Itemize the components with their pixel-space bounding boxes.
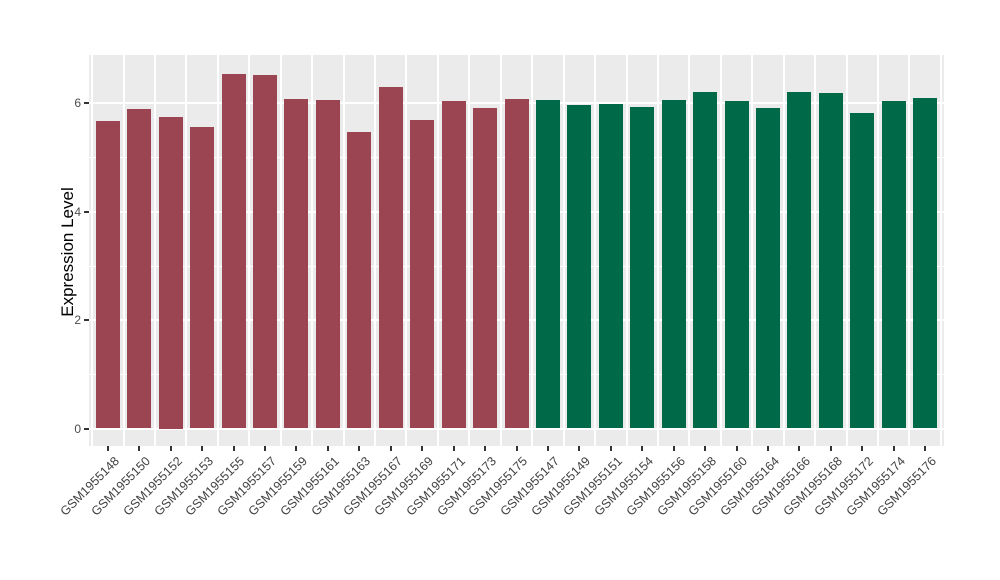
bar-GSM1955176 <box>913 98 938 429</box>
bar-GSM1955151 <box>598 103 623 429</box>
gridline-vertical <box>154 55 156 446</box>
gridline-major <box>89 427 944 430</box>
x-tick-mark <box>924 446 927 451</box>
y-tick-label: 6 <box>74 96 81 110</box>
bar-GSM1955175 <box>504 99 529 429</box>
bar-GSM1955149 <box>567 104 592 429</box>
y-tick-mark <box>84 102 89 104</box>
bar-GSM1955171 <box>441 101 466 429</box>
bar-GSM1955155 <box>221 74 246 429</box>
bar-GSM1955167 <box>378 86 403 429</box>
bar-GSM1955153 <box>190 127 215 429</box>
gridline-vertical <box>342 55 345 446</box>
gridline-vertical <box>248 55 251 446</box>
x-tick-mark <box>515 446 518 451</box>
bar-GSM1955148 <box>95 121 120 429</box>
gridline-vertical <box>845 55 848 446</box>
x-tick-mark <box>704 446 707 451</box>
x-tick-mark <box>138 446 141 451</box>
x-tick-mark <box>389 446 392 451</box>
gridline-vertical <box>782 55 785 446</box>
x-tick-mark <box>861 446 864 451</box>
x-tick-mark <box>892 446 895 451</box>
gridline-vertical <box>185 55 188 446</box>
gridline-vertical <box>531 55 534 446</box>
x-tick-mark <box>264 446 267 451</box>
gridline-vertical <box>594 55 597 446</box>
gridline-vertical <box>499 55 502 446</box>
gridline-vertical <box>374 55 377 446</box>
bar-GSM1955152 <box>158 116 183 429</box>
y-tick-mark <box>84 210 89 213</box>
gridline-vertical <box>91 55 94 446</box>
bar-GSM1955159 <box>284 99 309 429</box>
bar-GSM1955163 <box>347 131 372 429</box>
x-tick-mark <box>641 446 644 451</box>
x-tick-mark <box>326 446 329 451</box>
x-tick-mark <box>452 446 455 451</box>
x-tick-mark <box>766 446 769 451</box>
bar-GSM1955160 <box>724 100 749 429</box>
x-tick-mark <box>546 446 549 451</box>
y-tick-mark <box>84 319 89 321</box>
bar-GSM1955147 <box>535 99 560 429</box>
x-tick-mark <box>201 446 204 451</box>
gridline-vertical <box>719 55 722 446</box>
y-tick-label: 4 <box>74 204 81 219</box>
x-tick-mark <box>829 446 832 451</box>
x-tick-mark <box>735 446 738 451</box>
gridline-vertical <box>876 55 879 446</box>
bar-GSM1955154 <box>630 106 655 429</box>
x-tick-mark <box>358 446 361 451</box>
gridline-vertical <box>468 55 471 446</box>
gridline-vertical <box>625 55 628 446</box>
x-tick-mark <box>672 446 675 451</box>
gridline-vertical <box>216 55 219 446</box>
bar-GSM1955164 <box>755 107 780 429</box>
bar-GSM1955158 <box>693 92 718 429</box>
x-tick-mark <box>106 446 109 451</box>
gridline-vertical <box>436 55 439 446</box>
x-tick-mark <box>798 446 801 451</box>
bar-GSM1955168 <box>818 93 843 429</box>
bar-GSM1955150 <box>127 108 152 429</box>
gridline-vertical <box>122 55 125 446</box>
gridline-vertical <box>562 55 565 446</box>
gridline-vertical <box>311 55 314 446</box>
bar-GSM1955161 <box>315 100 340 429</box>
bar-GSM1955172 <box>850 113 875 429</box>
gridline-vertical <box>279 55 282 446</box>
plot-panel <box>89 55 944 446</box>
x-tick-mark <box>232 446 235 451</box>
x-tick-mark <box>484 446 487 451</box>
bar-GSM1955169 <box>410 120 435 429</box>
x-tick-mark <box>169 446 172 451</box>
x-tick-mark <box>578 446 581 451</box>
bar-GSM1955174 <box>881 100 906 429</box>
bar-GSM1955173 <box>473 108 498 429</box>
gridline-vertical <box>814 55 817 446</box>
gridline-vertical <box>939 55 942 446</box>
y-tick-mark <box>84 427 89 430</box>
gridline-vertical <box>656 55 659 446</box>
gridline-vertical <box>908 55 911 446</box>
gridline-vertical <box>405 55 408 446</box>
gridline-vertical <box>688 55 691 446</box>
x-tick-mark <box>609 446 612 451</box>
bar-GSM1955157 <box>253 74 278 429</box>
y-axis-title: Expression Level <box>58 187 77 317</box>
x-tick-mark <box>421 446 424 451</box>
bar-GSM1955156 <box>661 99 686 429</box>
y-tick-label: 2 <box>74 313 81 327</box>
gridline-vertical <box>751 55 754 446</box>
x-tick-mark <box>295 446 298 451</box>
y-tick-label: 0 <box>74 421 81 436</box>
bar-GSM1955166 <box>787 92 812 429</box>
